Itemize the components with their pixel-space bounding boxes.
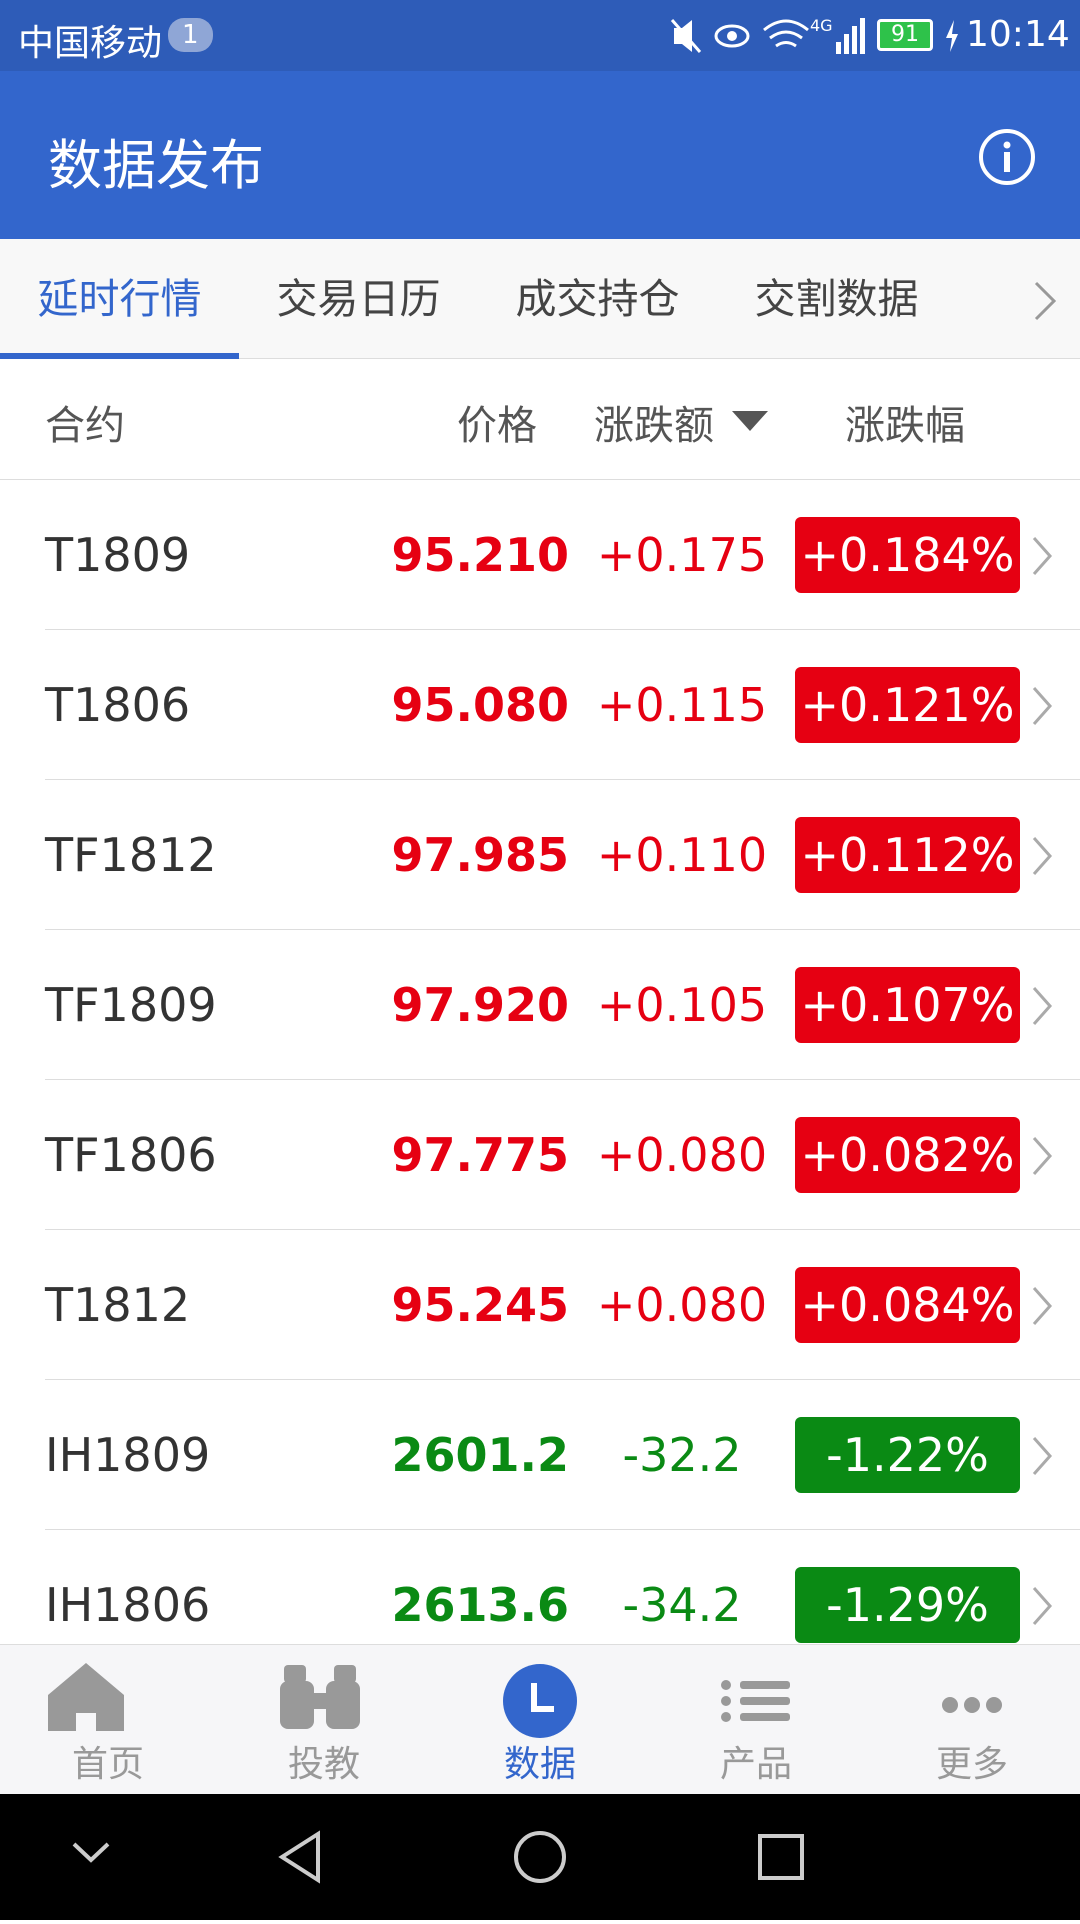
row-separator [45,1379,1080,1380]
change: +0.175 [596,528,768,582]
price: 95.245 [391,1278,569,1332]
contract: TF1809 [45,978,217,1032]
nav-item[interactable]: 数据 [432,1645,648,1795]
row-chevron [1030,1434,1054,1478]
row-separator [45,1229,1080,1230]
nav-label: 产品 [719,1744,792,1785]
column-header[interactable]: 涨跌幅 [845,403,965,449]
nav-item[interactable]: 首页 [0,1645,216,1795]
info-button[interactable] [978,128,1036,186]
contract: T1806 [45,678,191,732]
quote-row[interactable]: TF1806 97.775 +0.080 +0.082% [0,1080,1080,1230]
charging-icon [946,20,958,52]
nav-item[interactable]: 投教 [216,1645,432,1795]
change-percent: +0.184% [795,517,1020,593]
row-separator [45,929,1080,930]
battery: 91 [877,19,933,51]
tab[interactable]: 交易日历 [276,275,441,323]
contract: TF1806 [45,1128,217,1182]
column-header[interactable]: 涨跌额 [594,403,714,449]
change-percent: +0.112% [795,817,1020,893]
page-title: 数据发布 [48,134,264,197]
nav-icon [0,1653,216,1743]
price: 97.775 [391,1128,569,1182]
price: 95.080 [391,678,569,732]
row-chevron [1030,834,1054,878]
nav-label: 数据 [503,1744,576,1785]
row-separator [45,629,1080,630]
nav-label: 更多 [935,1744,1008,1785]
status-icons [670,18,865,54]
change: +0.110 [596,828,768,882]
table-header: 合约 价格 涨跌额 涨跌幅 [0,359,1080,480]
nav-icon [216,1653,432,1743]
change: +0.080 [596,1128,768,1182]
tab-indicator [0,353,239,359]
row-separator [45,1079,1080,1080]
quote-row[interactable]: IH1806 2613.6 -34.2 -1.29% [0,1530,1080,1644]
system-nav [0,1794,1080,1920]
quote-row[interactable]: TF1812 97.985 +0.110 +0.112% [0,780,1080,930]
row-separator [45,779,1080,780]
contract: IH1809 [45,1428,211,1482]
nav-label: 首页 [71,1744,144,1785]
nav-icon [432,1653,648,1743]
tab[interactable]: 延时行情 [37,275,202,323]
row-chevron [1030,534,1054,578]
price: 95.210 [391,528,569,582]
contract: T1812 [45,1278,191,1332]
time: 10:14 [966,14,1070,55]
row-separator [45,1529,1080,1530]
tab[interactable]: 成交持仓 [515,275,680,323]
system-buttons [72,1830,804,1884]
change-percent: +0.107% [795,967,1020,1043]
change-percent: -1.22% [795,1417,1020,1493]
status-bar: 中国移动 1 4G 91 10:14 [0,0,1080,71]
change-percent: +0.121% [795,667,1020,743]
row-chevron [1030,1584,1054,1628]
change: +0.105 [596,978,768,1032]
tab-scroll-arrow[interactable] [1030,279,1060,323]
change-percent: +0.084% [795,1267,1020,1343]
carrier: 中国移动 [18,23,163,64]
contract: TF1812 [45,828,217,882]
column-header: 合约 [45,403,125,449]
quote-row[interactable]: T1812 95.245 +0.080 +0.084% [0,1230,1080,1380]
nav-icon [864,1653,1080,1743]
network: 4G [810,16,833,35]
nav-label: 投教 [287,1744,360,1785]
nav-item[interactable]: 产品 [648,1645,864,1795]
tab-bar: 延时行情 交易日历 成交持仓 交割数据 [0,239,1080,359]
row-chevron [1030,1134,1054,1178]
quote-list: T1809 95.210 +0.175 +0.184% T1806 95.080 +0.11… [0,480,1080,1644]
quote-row[interactable]: T1806 95.080 +0.115 +0.121% [0,630,1080,780]
price: 97.920 [391,978,569,1032]
quote-row[interactable]: IH1809 2601.2 -32.2 -1.22% [0,1380,1080,1530]
nav-icon [648,1653,864,1743]
price: 97.985 [391,828,569,882]
nav-item[interactable]: 更多 [864,1645,1080,1795]
app-header: 数据发布 [0,71,1080,239]
bottom-nav: 首页 投教 数据 产品 更多 [0,1644,1080,1794]
notification-count: 1 [168,18,213,52]
row-chevron [1030,684,1054,728]
row-chevron [1030,984,1054,1028]
quote-row[interactable]: TF1809 97.920 +0.105 +0.107% [0,930,1080,1080]
sort-indicator [732,411,768,431]
row-chevron [1030,1284,1054,1328]
tab[interactable]: 交割数据 [754,275,919,323]
contract: T1809 [45,528,191,582]
change: -34.2 [622,1578,742,1632]
price: 2613.6 [391,1578,569,1632]
change: -32.2 [622,1428,742,1482]
price: 2601.2 [391,1428,569,1482]
change-percent: -1.29% [795,1567,1020,1643]
quote-row[interactable]: T1809 95.210 +0.175 +0.184% [0,480,1080,630]
change-percent: +0.082% [795,1117,1020,1193]
change: +0.115 [596,678,768,732]
change: +0.080 [596,1278,768,1332]
column-header[interactable]: 价格 [457,403,537,449]
contract: IH1806 [45,1578,211,1632]
